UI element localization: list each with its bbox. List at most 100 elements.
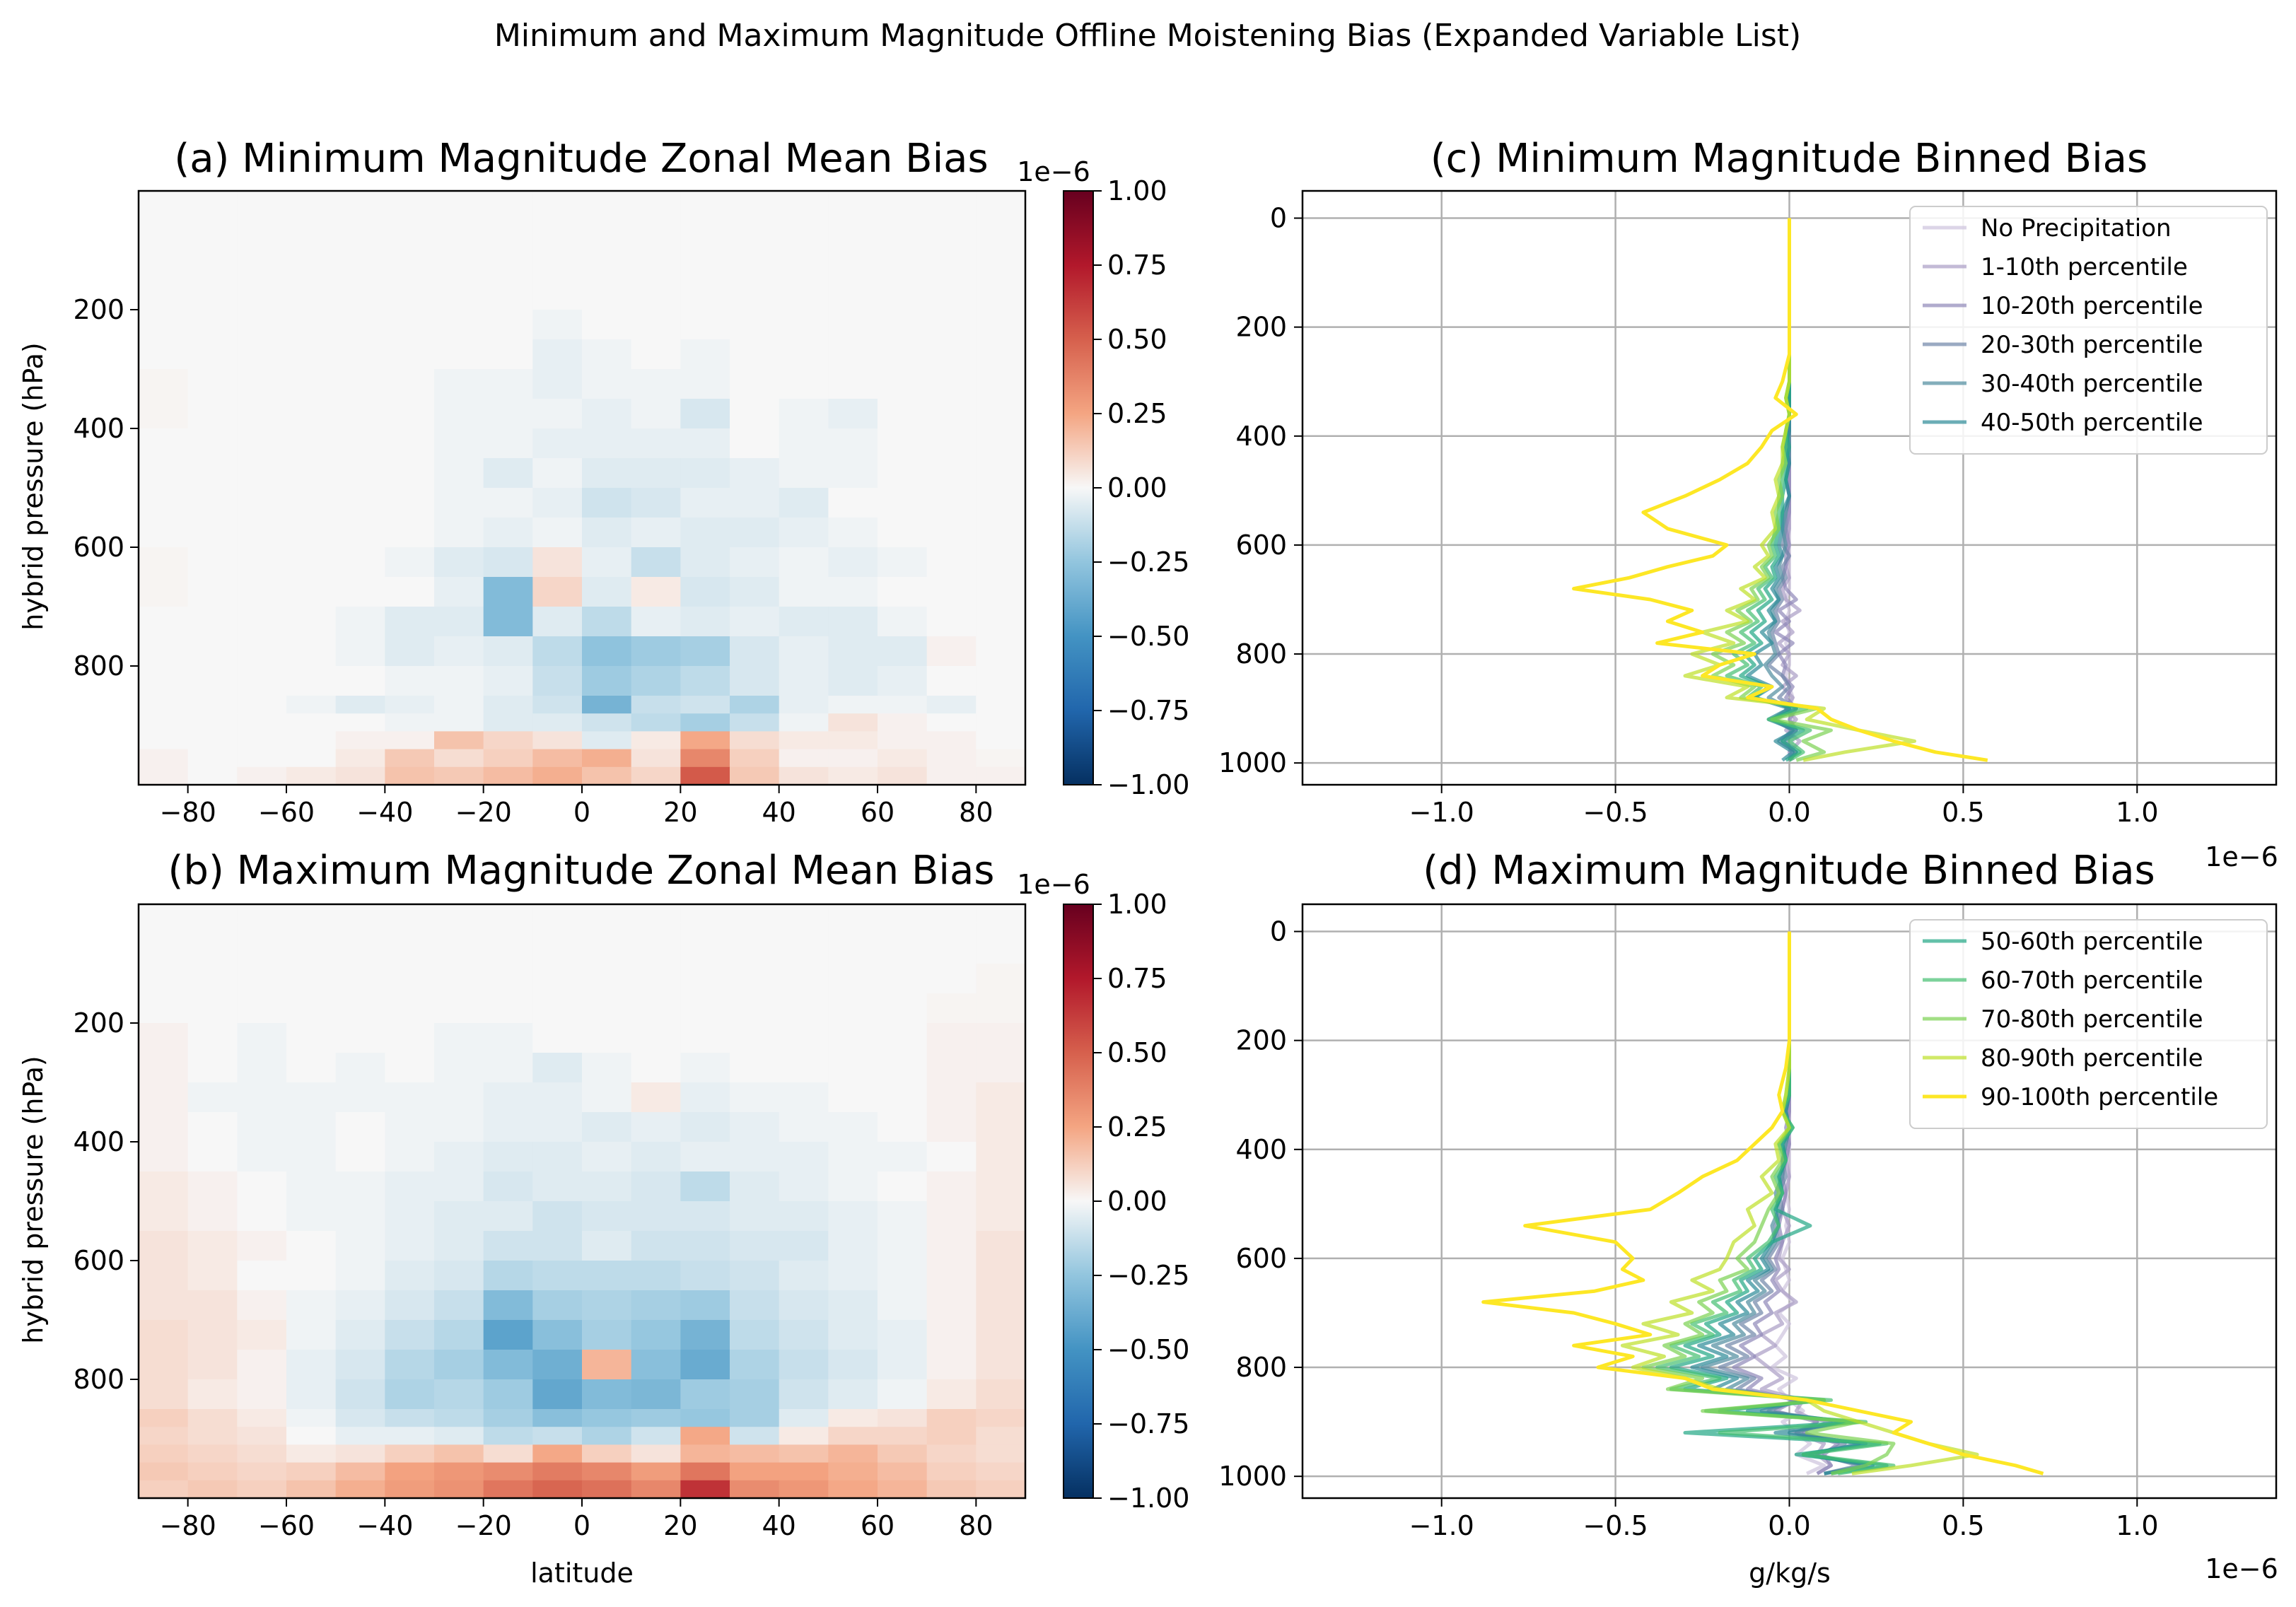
- heatmap-cell: [680, 964, 730, 994]
- heatmap-cell: [730, 199, 780, 209]
- heatmap-cell: [828, 547, 878, 578]
- heatmap-cell: [779, 1379, 829, 1410]
- heatmap-cell: [730, 1480, 780, 1499]
- x-tick-label: −40: [356, 797, 413, 828]
- x-tick-label: 0.5: [1942, 1510, 1984, 1541]
- heatmap-cell: [730, 1023, 780, 1053]
- heatmap-cell: [335, 696, 385, 714]
- heatmap-cell: [139, 1053, 189, 1083]
- heatmap-cell: [237, 339, 287, 370]
- heatmap-cell: [730, 636, 780, 667]
- heatmap-cell: [237, 766, 287, 785]
- heatmap-cell: [483, 731, 533, 750]
- heatmap-cell: [680, 250, 730, 281]
- heatmap-cell: [237, 399, 287, 429]
- heatmap-cell: [483, 1231, 533, 1261]
- y-tick-label: 200: [1235, 312, 1287, 343]
- x-tick-label: 0.0: [1768, 797, 1810, 828]
- heatmap-cell: [828, 458, 878, 489]
- x-tick-label: −80: [160, 797, 216, 828]
- heatmap-cell: [828, 1053, 878, 1083]
- heatmap-cell: [680, 547, 730, 578]
- heatmap-cell: [582, 940, 632, 964]
- x-tick-label: 40: [762, 1510, 796, 1541]
- heatmap-cell: [779, 310, 829, 340]
- heatmap-cell: [926, 1350, 977, 1380]
- heatmap-cell: [139, 1112, 189, 1143]
- y-tick-label: 800: [1235, 638, 1287, 670]
- heatmap-cell: [976, 280, 1026, 310]
- heatmap-cell: [187, 280, 238, 310]
- heatmap-cell: [532, 280, 583, 310]
- heatmap-cell: [779, 1462, 829, 1481]
- heatmap-cell: [582, 1082, 632, 1113]
- y-tick-label: 400: [73, 413, 124, 444]
- heatmap-cell: [779, 1409, 829, 1427]
- heatmap-cell: [139, 1350, 189, 1380]
- heatmap-cell: [926, 607, 977, 637]
- heatmap-cell: [631, 310, 681, 340]
- heatmap-cell: [976, 1261, 1026, 1291]
- heatmap-cell: [631, 913, 681, 923]
- heatmap-cell: [237, 250, 287, 281]
- heatmap-cell: [878, 1427, 928, 1445]
- heatmap-cell: [976, 1462, 1026, 1481]
- heatmap-cell: [385, 964, 435, 994]
- heatmap-cell: [139, 518, 189, 548]
- heatmap-cell: [483, 1053, 533, 1083]
- heatmap-cell: [680, 636, 730, 667]
- heatmap-cell: [187, 209, 238, 227]
- heatmap-cell: [286, 1261, 337, 1291]
- heatmap-cell: [730, 194, 780, 201]
- heatmap-cell: [483, 993, 533, 1024]
- heatmap-cell: [828, 1201, 878, 1232]
- heatmap-cell: [286, 713, 337, 732]
- heatmap-cell: [335, 1082, 385, 1113]
- heatmap-cell: [286, 577, 337, 607]
- heatmap-cell: [385, 696, 435, 714]
- heatmap-cell: [385, 907, 435, 914]
- heatmap-cell: [976, 1142, 1026, 1172]
- heatmap-cell: [828, 731, 878, 750]
- panel-b-ylabel: hybrid pressure (hPa): [18, 1056, 49, 1344]
- colorbar-tick-label: −0.50: [1107, 1334, 1189, 1365]
- heatmap-cell: [582, 666, 632, 696]
- heatmap-cell: [335, 636, 385, 667]
- heatmap-cell: [335, 731, 385, 750]
- heatmap-cell: [434, 458, 484, 489]
- heatmap-cell: [434, 993, 484, 1024]
- heatmap-cell: [434, 399, 484, 429]
- heatmap-cell: [237, 1379, 287, 1410]
- heatmap-cell: [878, 577, 928, 607]
- heatmap-cell: [237, 1171, 287, 1202]
- heatmap-cell: [434, 488, 484, 518]
- heatmap-cell: [828, 1171, 878, 1202]
- heatmap-cell: [187, 194, 238, 201]
- panel-c-series-lines: [1572, 218, 1988, 762]
- heatmap-cell: [434, 636, 484, 667]
- heatmap-cell: [730, 904, 780, 908]
- heatmap-cell: [680, 226, 730, 251]
- heatmap-cell: [730, 749, 780, 768]
- heatmap-cell: [582, 636, 632, 667]
- heatmap-cell: [680, 1409, 730, 1427]
- heatmap-cell: [434, 1290, 484, 1321]
- heatmap-cell: [828, 488, 878, 518]
- x-tick-label: 80: [959, 1510, 993, 1541]
- heatmap-cell: [878, 194, 928, 201]
- heatmap-cell: [483, 696, 533, 714]
- heatmap-cell: [139, 922, 189, 940]
- x-tick-label: −80: [160, 1510, 216, 1541]
- heatmap-cell: [680, 1320, 730, 1350]
- heatmap-cell: [878, 731, 928, 750]
- heatmap-cell: [532, 904, 583, 908]
- heatmap-cell: [385, 1379, 435, 1410]
- heatmap-cell: [434, 713, 484, 732]
- heatmap-cell: [680, 607, 730, 637]
- heatmap-cell: [286, 1171, 337, 1202]
- panel-a-colorbar-ticks: −1.00 −0.75 −0.50 −0.25 0.00 0.25 0.50 0.75 1.00: [1093, 175, 1189, 800]
- heatmap-cell: [926, 1231, 977, 1261]
- heatmap-cell: [828, 1444, 878, 1463]
- heatmap-cell: [680, 1171, 730, 1202]
- heatmap-cell: [434, 607, 484, 637]
